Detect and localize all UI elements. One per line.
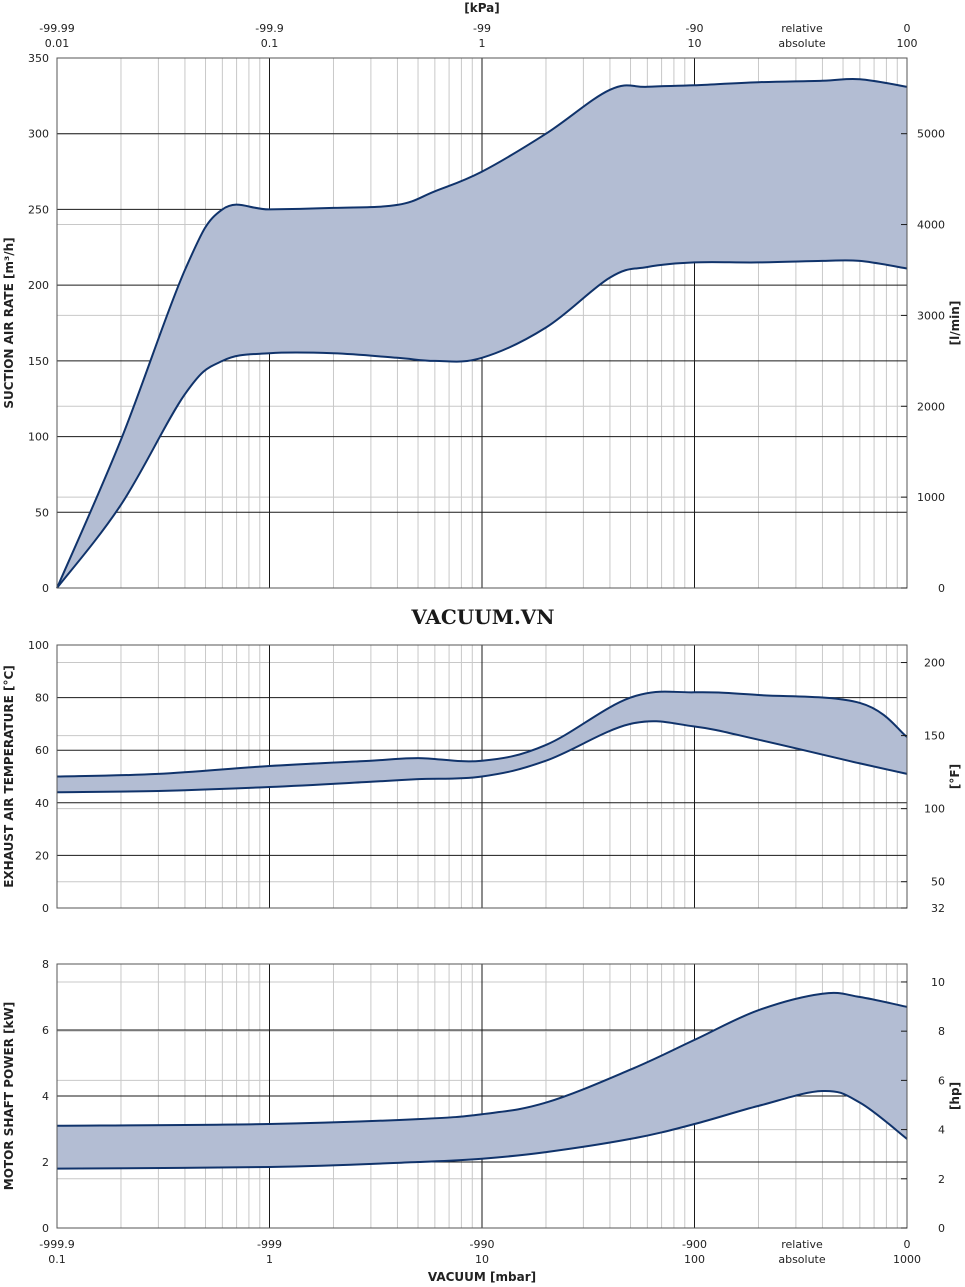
y-axis-title: MOTOR SHAFT POWER [kW]	[2, 1002, 16, 1191]
top-tick-relative: -99.99	[39, 22, 74, 35]
performance-band-area	[57, 78, 907, 588]
y2-tick-label: 3000	[917, 309, 945, 322]
y2-axis-title: [hp]	[948, 1082, 962, 1110]
y2-tick-label: 10	[931, 976, 945, 989]
y2-tick-label: 32	[931, 902, 945, 915]
y-tick-label: 60	[35, 744, 49, 757]
bottom-tick-relative: -900	[682, 1238, 707, 1251]
upper-curve-line	[56, 77, 908, 589]
top-tick-relative: -90	[686, 22, 704, 35]
plot-frame	[56, 57, 908, 589]
upper-curve-line	[56, 690, 908, 778]
y-tick-label: 6	[42, 1024, 49, 1037]
y2-tick-label: 200	[924, 657, 945, 670]
y-tick-label: 300	[28, 128, 49, 141]
y-tick-label: 0	[42, 582, 49, 595]
bottom-vacuum-axis: -999.90.1-9991-99010-90010001000relative…	[39, 1238, 921, 1284]
y-tick-label: 250	[28, 203, 49, 216]
y-tick-label: 20	[35, 849, 49, 862]
top-pressure-axis: [kPa]-99.990.01-99.90.1-991-90100100rela…	[39, 1, 917, 50]
top-row-label-absolute: absolute	[778, 37, 826, 50]
y-tick-label: 0	[42, 902, 49, 915]
y-tick-label: 350	[28, 52, 49, 65]
y-tick-label: 0	[42, 1222, 49, 1235]
y-tick-label: 2	[42, 1156, 49, 1169]
y-tick-label: 100	[28, 639, 49, 652]
lower-curve-line	[56, 720, 908, 794]
top-tick-relative: -99.9	[255, 22, 283, 35]
y2-tick-label: 100	[924, 803, 945, 816]
y2-tick-label: 6	[938, 1074, 945, 1087]
bottom-row-label-absolute: absolute	[778, 1253, 826, 1266]
top-tick-absolute: 1	[479, 37, 486, 50]
plot-frame	[56, 963, 908, 1229]
bottom-tick-absolute: 10	[475, 1253, 489, 1266]
lower-curve-line	[56, 259, 908, 589]
y-tick-label: 150	[28, 355, 49, 368]
top-tick-relative: 0	[904, 22, 911, 35]
y-tick-label: 100	[28, 431, 49, 444]
y-tick-label: 50	[35, 506, 49, 519]
bottom-tick-relative: -999.9	[39, 1238, 74, 1251]
y-axis-title: SUCTION AIR RATE [m³/h]	[2, 237, 16, 408]
bottom-row-label-relative: relative	[781, 1238, 823, 1251]
exhaust-air-temperature-panel: 0 20 40 60 80 100 32 50 100 150 200 EXHAUST AIR TEM…	[2, 639, 962, 915]
y-tick-label: 40	[35, 797, 49, 810]
bottom-tick-absolute: 0.1	[48, 1253, 66, 1266]
performance-band-area	[57, 691, 907, 793]
y-tick-label: 200	[28, 279, 49, 292]
lower-curve-line	[56, 1089, 908, 1170]
motor-shaft-power-panel: 0 2 4 6 8 0 2 4 6 8 10 MOTOR SHAFT POWER [kW] [hp]	[2, 958, 962, 1235]
y-tick-label: 4	[42, 1090, 49, 1103]
top-tick-relative: -99	[473, 22, 491, 35]
y2-tick-label: 4	[938, 1124, 945, 1137]
top-tick-absolute: 0.1	[261, 37, 279, 50]
y2-tick-label: 150	[924, 730, 945, 743]
y2-tick-label: 1000	[917, 491, 945, 504]
top-tick-absolute: 100	[897, 37, 918, 50]
upper-curve-line	[56, 991, 908, 1127]
y-axis-title: EXHAUST AIR TEMPERATURE [°C]	[2, 665, 16, 888]
suction-air-rate-panel: 0 50 100 150 200 250 300 350 0 1000 2000 3000 4000 50…	[2, 52, 962, 595]
top-tick-absolute: 0.01	[45, 37, 70, 50]
y2-tick-label: 2000	[917, 400, 945, 413]
bottom-tick-relative: 0	[904, 1238, 911, 1251]
bottom-axis-title: VACUUM [mbar]	[428, 1270, 536, 1284]
y2-tick-label: 50	[931, 876, 945, 889]
y2-axis-title: [l/min]	[948, 301, 962, 346]
y2-tick-label: 8	[938, 1025, 945, 1038]
bottom-tick-relative: -990	[470, 1238, 495, 1251]
top-tick-absolute: 10	[688, 37, 702, 50]
y2-tick-label: 2	[938, 1173, 945, 1186]
plot-frame	[56, 644, 908, 909]
y2-tick-label: 4000	[917, 219, 945, 232]
y-tick-label: 80	[35, 692, 49, 705]
bottom-tick-relative: -999	[257, 1238, 282, 1251]
bottom-tick-absolute: 1000	[893, 1253, 921, 1266]
y-tick-label: 8	[42, 958, 49, 971]
bottom-tick-absolute: 1	[266, 1253, 273, 1266]
y2-axis-title: [°F]	[948, 764, 962, 789]
y2-tick-label: 0	[938, 1222, 945, 1235]
top-row-label-relative: relative	[781, 22, 823, 35]
top-axis-unit: [kPa]	[464, 1, 500, 15]
watermark-text: VACUUM.VN	[410, 605, 554, 629]
y2-tick-label: 5000	[917, 128, 945, 141]
bottom-tick-absolute: 100	[684, 1253, 705, 1266]
y2-tick-label: 0	[938, 582, 945, 595]
